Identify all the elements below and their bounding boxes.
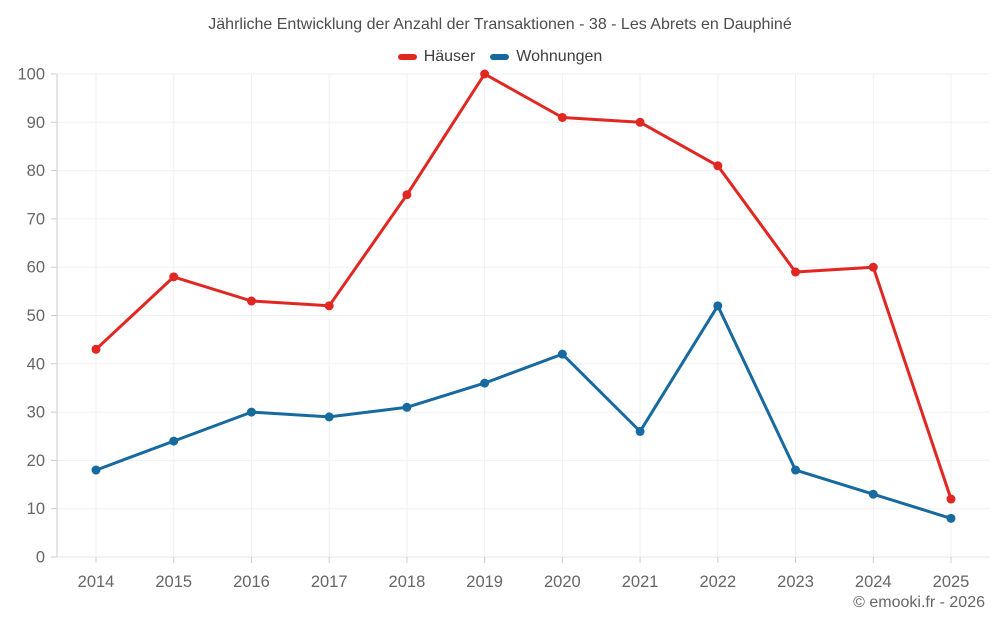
wohnungen-point-2017[interactable] [324,412,334,422]
legend-item-hauser[interactable]: Häuser [397,47,476,67]
x-tick-label: 2019 [466,573,503,591]
legend: Häuser Wohnungen [0,47,1000,67]
x-tick-label: 2015 [155,573,192,591]
hauser-series-swatch [397,54,417,60]
hauser-line [94,72,953,501]
hauser-point-2019[interactable] [480,69,490,79]
wohnungen-series-swatch [490,54,510,60]
y-tick-label: 10 [27,500,45,518]
hauser-point-2016[interactable] [246,296,256,306]
x-tick-label: 2021 [622,573,659,591]
hauser-point-2014[interactable] [91,344,101,354]
y-tick-label: 0 [36,549,45,567]
y-tick-label: 70 [27,210,45,228]
y-tick-label: 90 [27,114,45,132]
wohnungen-point-2016[interactable] [246,407,256,417]
y-tick-label: 40 [27,355,45,373]
chart-title: Jährliche Entwicklung der Anzahl der Tra… [208,16,792,33]
wohnungen-point-2018[interactable] [402,402,412,412]
gridlines [57,73,990,558]
x-tick-label: 2014 [78,573,115,591]
wohnungen-point-2024[interactable] [868,489,878,499]
y-tick-label: 30 [27,404,45,422]
y-tick-label: 20 [27,452,45,470]
x-axis-labels: 2014 2015 2016 2017 2018 2019 2020 2021 2022 2023… [78,573,970,591]
x-tick-label: 2016 [233,573,270,591]
wohnungen-point-2015[interactable] [169,436,179,446]
axes [51,73,952,563]
hauser-point-2023[interactable] [791,267,801,277]
hauser-point-2022[interactable] [713,161,723,171]
wohnungen-point-2020[interactable] [557,349,567,359]
hauser-series [91,69,956,504]
hauser-point-2024[interactable] [868,262,878,272]
y-tick-label: 100 [17,66,45,84]
wohnungen-point-2022[interactable] [713,301,723,311]
hauser-point-2025[interactable] [946,494,956,504]
wohnungen-line [94,304,953,520]
x-tick-label: 2022 [699,573,736,591]
wohnungen-point-2023[interactable] [791,465,801,475]
x-tick-label: 2025 [933,573,970,591]
x-tick-label: 2023 [777,573,814,591]
y-tick-label: 80 [27,162,45,180]
wohnungen-point-2021[interactable] [635,426,645,436]
wohnungen-point-2019[interactable] [480,378,490,388]
hauser-point-2015[interactable] [169,272,179,282]
x-tick-label: 2020 [544,573,581,591]
wohnungen-series [91,301,956,523]
x-tick-label: 2018 [389,573,426,591]
hauser-point-2018[interactable] [402,190,412,200]
y-tick-label: 60 [27,259,45,277]
y-axis-labels: 0 10 20 30 40 50 60 70 80 90 100 [17,66,45,567]
wohnungen-point-2025[interactable] [946,513,956,523]
copyright-text: © emooki.fr - 2026 [853,594,985,611]
x-tick-label: 2024 [855,573,892,591]
legend-label-hauser: Häuser [423,48,476,65]
y-tick-label: 50 [27,307,45,325]
hauser-point-2017[interactable] [324,301,334,311]
legend-label-wohnungen: Wohnungen [516,48,603,65]
legend-item-wohnungen[interactable]: Wohnungen [490,47,602,67]
x-tick-label: 2017 [311,573,348,591]
hauser-point-2021[interactable] [635,117,645,127]
hauser-point-2020[interactable] [557,112,567,122]
wohnungen-point-2014[interactable] [91,465,101,475]
